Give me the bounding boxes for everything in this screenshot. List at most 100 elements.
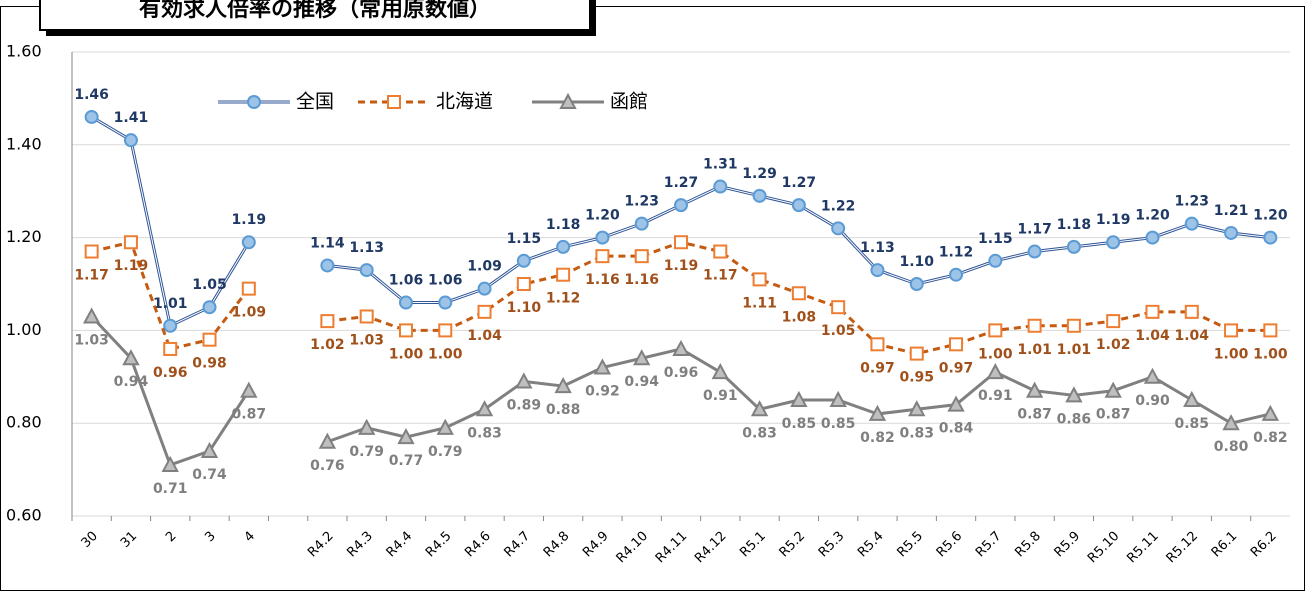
data-label: 0.85 — [782, 416, 817, 432]
marker — [870, 263, 885, 278]
data-label: 1.21 — [1214, 203, 1249, 219]
data-label: 1.27 — [782, 175, 817, 191]
marker — [318, 432, 337, 449]
marker — [515, 372, 533, 389]
data-label: 1.09 — [467, 259, 502, 275]
data-label: 0.86 — [1057, 411, 1092, 427]
marker — [247, 95, 261, 109]
marker — [909, 277, 924, 291]
marker — [438, 295, 453, 310]
data-label: 0.87 — [232, 407, 267, 423]
marker — [438, 323, 453, 338]
data-label: 0.97 — [860, 360, 895, 376]
marker — [1184, 304, 1199, 319]
data-label: 0.76 — [310, 458, 345, 474]
data-label: 0.88 — [546, 402, 581, 418]
data-label: 1.23 — [1175, 194, 1210, 210]
marker — [436, 418, 454, 435]
data-label: 1.19 — [232, 212, 267, 228]
data-label: 1.17 — [703, 268, 738, 284]
marker — [1145, 230, 1160, 245]
marker — [633, 349, 651, 366]
marker — [1027, 244, 1042, 259]
data-label: 0.97 — [939, 360, 974, 376]
marker — [1263, 230, 1278, 245]
marker — [831, 221, 846, 236]
data-label: 1.41 — [114, 110, 149, 126]
data-label: 1.15 — [978, 231, 1013, 247]
marker — [559, 92, 577, 109]
data-label: 1.16 — [624, 272, 659, 288]
data-label: 0.94 — [624, 374, 659, 390]
data-label: 0.77 — [389, 453, 424, 469]
data-label: 1.00 — [1253, 346, 1288, 362]
marker — [1184, 216, 1199, 231]
marker — [1066, 318, 1081, 333]
marker — [1027, 318, 1042, 333]
marker — [556, 267, 571, 282]
data-label: 0.87 — [1017, 407, 1052, 423]
data-label: 1.03 — [74, 332, 109, 348]
marker — [398, 323, 413, 338]
marker — [359, 309, 374, 324]
marker — [1025, 381, 1044, 398]
data-label: 0.96 — [664, 365, 699, 381]
data-label: 0.85 — [1175, 416, 1210, 432]
data-label: 1.46 — [74, 87, 109, 103]
marker — [593, 358, 612, 375]
chart-frame — [0, 6, 1305, 591]
marker — [82, 307, 101, 324]
data-label: 1.11 — [742, 295, 777, 311]
marker — [1263, 323, 1278, 338]
data-label: 1.04 — [1175, 328, 1210, 344]
marker — [908, 400, 926, 417]
marker — [387, 95, 401, 109]
marker — [84, 244, 99, 259]
data-label: 1.13 — [860, 240, 895, 256]
data-label: 0.85 — [821, 416, 856, 432]
legend-label: 函館 — [610, 91, 648, 113]
data-label: 1.20 — [585, 208, 620, 224]
marker — [122, 349, 140, 366]
marker — [949, 267, 964, 282]
marker — [909, 346, 924, 361]
marker — [123, 133, 138, 148]
marker — [595, 230, 610, 245]
data-label: 1.20 — [1135, 208, 1170, 224]
marker — [750, 400, 769, 417]
data-label: 1.06 — [389, 273, 424, 289]
data-label: 0.79 — [428, 444, 463, 460]
data-label: 0.92 — [585, 384, 620, 400]
marker — [320, 258, 335, 273]
marker — [359, 263, 374, 278]
marker — [358, 418, 376, 435]
data-label: 1.18 — [546, 217, 581, 233]
marker — [1224, 225, 1239, 240]
marker — [84, 109, 99, 124]
marker — [398, 295, 413, 310]
data-label: 1.12 — [546, 291, 581, 307]
data-label: 1.01 — [1017, 342, 1052, 358]
marker — [791, 198, 806, 213]
marker — [1143, 367, 1162, 384]
data-label: 1.00 — [428, 346, 463, 362]
data-label: 0.80 — [1214, 439, 1249, 455]
data-label: 1.00 — [1214, 346, 1249, 362]
chart-title: 有効求人倍率の推移（常用原数値） — [139, 0, 491, 22]
marker — [870, 337, 885, 352]
marker — [1145, 304, 1160, 319]
data-label: 1.05 — [821, 323, 856, 339]
y-tick-label: 0.60 — [6, 506, 42, 525]
data-label: 1.04 — [1135, 328, 1170, 344]
marker — [123, 235, 138, 250]
marker — [1066, 239, 1081, 254]
marker — [202, 332, 217, 347]
marker — [752, 188, 767, 203]
data-label: 0.95 — [899, 370, 934, 386]
marker — [634, 249, 649, 264]
marker — [241, 281, 256, 296]
data-label: 1.27 — [664, 175, 699, 191]
marker — [674, 198, 688, 213]
data-label: 1.06 — [428, 273, 463, 289]
